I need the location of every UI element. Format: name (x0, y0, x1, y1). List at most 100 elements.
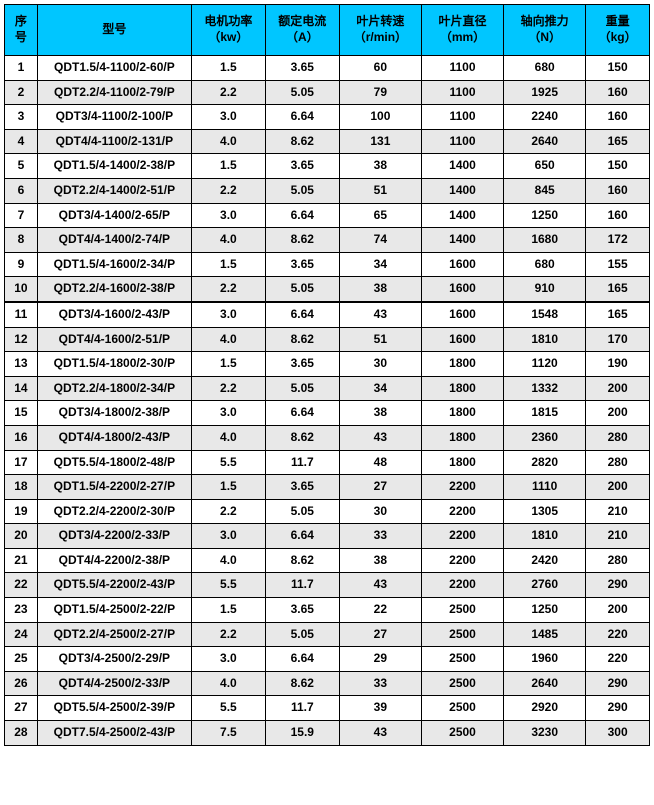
table-header: 序号型号电机功率（kw）额定电流（A）叶片转速（r/min）叶片直径（mm）轴向… (5, 5, 650, 56)
cell-current: 5.05 (265, 622, 339, 647)
cell-thrust: 1305 (504, 499, 586, 524)
cell-current: 3.65 (265, 598, 339, 623)
cell-power: 1.5 (191, 475, 265, 500)
table-row: 1QDT1.5/4-1100/2-60/P1.53.65601100680150 (5, 56, 650, 81)
table-row: 18QDT1.5/4-2200/2-27/P1.53.6527220011102… (5, 475, 650, 500)
cell-model: QDT3/4-2200/2-33/P (37, 524, 191, 549)
cell-speed: 43 (339, 573, 421, 598)
cell-weight: 170 (586, 327, 650, 352)
cell-model: QDT3/4-1400/2-65/P (37, 203, 191, 228)
cell-seq: 12 (5, 327, 38, 352)
cell-seq: 7 (5, 203, 38, 228)
cell-current: 6.64 (265, 105, 339, 130)
cell-speed: 27 (339, 475, 421, 500)
cell-weight: 160 (586, 80, 650, 105)
cell-weight: 200 (586, 475, 650, 500)
cell-dia: 1100 (421, 105, 503, 130)
cell-power: 1.5 (191, 56, 265, 81)
cell-current: 6.64 (265, 401, 339, 426)
cell-model: QDT7.5/4-2500/2-43/P (37, 721, 191, 746)
table-row: 13QDT1.5/4-1800/2-30/P1.53.6530180011201… (5, 352, 650, 377)
cell-model: QDT4/4-1600/2-51/P (37, 327, 191, 352)
cell-speed: 38 (339, 154, 421, 179)
cell-thrust: 1815 (504, 401, 586, 426)
cell-power: 5.5 (191, 450, 265, 475)
cell-seq: 28 (5, 721, 38, 746)
cell-thrust: 2640 (504, 129, 586, 154)
cell-power: 3.0 (191, 524, 265, 549)
cell-speed: 34 (339, 252, 421, 277)
cell-weight: 160 (586, 105, 650, 130)
cell-speed: 43 (339, 721, 421, 746)
cell-dia: 2500 (421, 671, 503, 696)
cell-current: 6.64 (265, 647, 339, 672)
cell-weight: 150 (586, 154, 650, 179)
cell-power: 7.5 (191, 721, 265, 746)
cell-dia: 1600 (421, 327, 503, 352)
cell-model: QDT1.5/4-1100/2-60/P (37, 56, 191, 81)
col-header-speed: 叶片转速（r/min） (339, 5, 421, 56)
cell-current: 5.05 (265, 376, 339, 401)
table-row: 17QDT5.5/4-1800/2-48/P5.511.748180028202… (5, 450, 650, 475)
cell-speed: 100 (339, 105, 421, 130)
cell-model: QDT5.5/4-2500/2-39/P (37, 696, 191, 721)
cell-seq: 21 (5, 548, 38, 573)
cell-power: 2.2 (191, 376, 265, 401)
cell-dia: 1600 (421, 252, 503, 277)
cell-weight: 280 (586, 450, 650, 475)
cell-current: 5.05 (265, 277, 339, 302)
cell-seq: 2 (5, 80, 38, 105)
cell-dia: 2200 (421, 573, 503, 598)
cell-thrust: 1810 (504, 524, 586, 549)
cell-speed: 30 (339, 499, 421, 524)
cell-thrust: 2360 (504, 425, 586, 450)
cell-dia: 2200 (421, 548, 503, 573)
cell-model: QDT3/4-2500/2-29/P (37, 647, 191, 672)
cell-dia: 2200 (421, 524, 503, 549)
cell-weight: 210 (586, 524, 650, 549)
cell-thrust: 1548 (504, 302, 586, 327)
table-row: 3QDT3/4-1100/2-100/P3.06.641001100224016… (5, 105, 650, 130)
cell-power: 4.0 (191, 671, 265, 696)
cell-power: 4.0 (191, 129, 265, 154)
cell-current: 11.7 (265, 573, 339, 598)
cell-seq: 16 (5, 425, 38, 450)
cell-dia: 1100 (421, 129, 503, 154)
cell-power: 2.2 (191, 499, 265, 524)
cell-model: QDT4/4-2500/2-33/P (37, 671, 191, 696)
cell-power: 4.0 (191, 425, 265, 450)
cell-weight: 155 (586, 252, 650, 277)
cell-seq: 22 (5, 573, 38, 598)
cell-speed: 29 (339, 647, 421, 672)
cell-speed: 38 (339, 277, 421, 302)
cell-power: 1.5 (191, 252, 265, 277)
table-row: 16QDT4/4-1800/2-43/P4.08.624318002360280 (5, 425, 650, 450)
table-row: 23QDT1.5/4-2500/2-22/P1.53.6522250012502… (5, 598, 650, 623)
cell-speed: 33 (339, 671, 421, 696)
cell-dia: 1800 (421, 352, 503, 377)
cell-thrust: 680 (504, 56, 586, 81)
cell-speed: 43 (339, 425, 421, 450)
cell-speed: 33 (339, 524, 421, 549)
cell-thrust: 1960 (504, 647, 586, 672)
table-row: 2QDT2.2/4-1100/2-79/P2.25.05791100192516… (5, 80, 650, 105)
cell-seq: 3 (5, 105, 38, 130)
cell-dia: 1100 (421, 56, 503, 81)
cell-thrust: 1110 (504, 475, 586, 500)
cell-model: QDT2.2/4-1100/2-79/P (37, 80, 191, 105)
cell-dia: 2500 (421, 647, 503, 672)
cell-model: QDT1.5/4-2500/2-22/P (37, 598, 191, 623)
cell-seq: 14 (5, 376, 38, 401)
cell-seq: 13 (5, 352, 38, 377)
table-row: 28QDT7.5/4-2500/2-43/P7.515.943250032303… (5, 721, 650, 746)
cell-current: 3.65 (265, 475, 339, 500)
col-header-model: 型号 (37, 5, 191, 56)
cell-thrust: 650 (504, 154, 586, 179)
cell-current: 3.65 (265, 352, 339, 377)
col-header-current: 额定电流（A） (265, 5, 339, 56)
cell-speed: 38 (339, 548, 421, 573)
cell-dia: 1600 (421, 302, 503, 327)
table-row: 19QDT2.2/4-2200/2-30/P2.25.0530220013052… (5, 499, 650, 524)
cell-speed: 79 (339, 80, 421, 105)
cell-seq: 9 (5, 252, 38, 277)
